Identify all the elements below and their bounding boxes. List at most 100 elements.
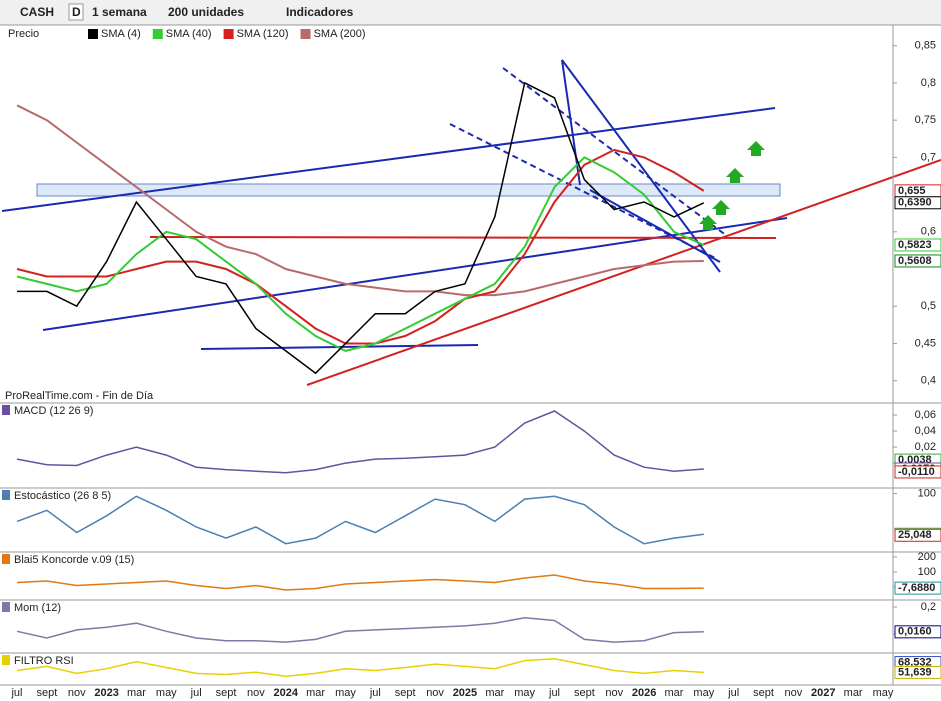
series-line bbox=[16, 156, 705, 352]
series-line bbox=[16, 617, 704, 643]
y-tick-label: 0,8 bbox=[921, 77, 936, 89]
series-line bbox=[16, 658, 704, 678]
y-tick-label: 0,45 bbox=[915, 337, 936, 349]
x-tick-label: may bbox=[873, 687, 894, 699]
x-tick-label: nov bbox=[247, 687, 265, 699]
x-tick-label: 2025 bbox=[453, 687, 477, 699]
series-line bbox=[16, 104, 704, 297]
x-tick-label: sept bbox=[574, 687, 595, 699]
x-tick-label: 2024 bbox=[274, 687, 299, 699]
x-tick-label: mar bbox=[306, 687, 325, 699]
value-label: 68,532 bbox=[898, 656, 932, 668]
value-label-box bbox=[894, 528, 941, 542]
x-tick-label: jul bbox=[369, 687, 381, 699]
source: ProRealTime.com - Fin de Día bbox=[5, 390, 154, 402]
legend-label: SMA (200) bbox=[314, 28, 366, 40]
value-label: 0,5608 bbox=[898, 255, 932, 267]
x-tick-label: nov bbox=[605, 687, 623, 699]
symbol-select[interactable]: CASH bbox=[20, 5, 54, 19]
value-label: 51,639 bbox=[898, 666, 932, 678]
legend-swatch bbox=[300, 29, 311, 39]
x-tick-label: 2026 bbox=[632, 687, 656, 699]
legend-label: SMA (120) bbox=[237, 28, 289, 40]
indicators-button[interactable]: Indicadores bbox=[286, 5, 354, 19]
x-tick-label: sept bbox=[395, 687, 416, 699]
indicator-label: MACD (12 26 9) bbox=[14, 405, 93, 417]
units-select[interactable]: 200 unidades bbox=[168, 5, 244, 19]
x-tick-label: mar bbox=[127, 687, 146, 699]
x-tick-label: mar bbox=[844, 687, 863, 699]
y-tick-label: 0,04 bbox=[915, 425, 936, 437]
x-tick-label: sept bbox=[36, 687, 57, 699]
value-label-box bbox=[894, 665, 941, 679]
value-label: 0,655 bbox=[898, 185, 926, 197]
indicator-label-box bbox=[2, 602, 10, 612]
timeframe-select[interactable]: 1 semana bbox=[92, 5, 147, 19]
value-label: 0,6390 bbox=[898, 197, 932, 209]
y-tick-label: 0,85 bbox=[915, 40, 936, 52]
y-tick-label: 100 bbox=[918, 487, 936, 499]
series-line bbox=[16, 148, 705, 345]
period[interactable]: D bbox=[72, 5, 81, 19]
y-tick-label: 0,75 bbox=[915, 114, 936, 126]
x-tick-label: 2027 bbox=[811, 687, 835, 699]
x-tick-label: nov bbox=[426, 687, 444, 699]
indicator-label: Mom (12) bbox=[14, 602, 61, 614]
x-tick-label: nov bbox=[68, 687, 86, 699]
legend-swatch bbox=[223, 29, 234, 39]
value-label-box bbox=[894, 581, 941, 595]
value-label-box bbox=[894, 254, 941, 268]
y-tick-label: 0,6 bbox=[921, 226, 936, 238]
y-tick-label: 0,2 bbox=[921, 601, 936, 613]
trendlines bbox=[1, 59, 941, 386]
price-legend: Precio bbox=[8, 28, 39, 40]
y-tick-label: 0,4 bbox=[921, 375, 936, 387]
x-tick-label: sept bbox=[216, 687, 237, 699]
value-label-box bbox=[894, 238, 941, 252]
y-tick-label: 200 bbox=[918, 551, 936, 563]
x-tick-label: sept bbox=[753, 687, 774, 699]
y-tick-label: 0,7 bbox=[921, 151, 936, 163]
x-tick-label: jul bbox=[548, 687, 560, 699]
arrows bbox=[699, 141, 765, 230]
indicator-label-box bbox=[2, 655, 10, 665]
x-tick-label: jul bbox=[727, 687, 739, 699]
series-line bbox=[16, 495, 704, 545]
series-line bbox=[16, 410, 704, 474]
indicator-label: Blai5 Koncorde v.09 (15) bbox=[14, 554, 134, 566]
indicator-label-box bbox=[2, 490, 10, 500]
legend-label: SMA (4) bbox=[101, 28, 141, 40]
x-tick-label: may bbox=[156, 687, 177, 699]
indicator-label: Estocástico (26 8 5) bbox=[14, 490, 111, 502]
x-tick-label: may bbox=[514, 687, 535, 699]
indicator-label-box bbox=[2, 554, 10, 564]
toolbar bbox=[0, 0, 941, 25]
x-tick-label: mar bbox=[485, 687, 504, 699]
y-tick-label: 0,06 bbox=[915, 409, 936, 421]
indicator-label-box bbox=[2, 405, 10, 415]
y-tick-label: 100 bbox=[918, 566, 936, 578]
x-tick-label: may bbox=[693, 687, 714, 699]
legend-swatch bbox=[152, 29, 163, 39]
y-tick-label: 0,02 bbox=[915, 441, 936, 453]
value-label: 25,048 bbox=[898, 529, 932, 541]
x-tick-label: mar bbox=[664, 687, 683, 699]
resistance-zone bbox=[36, 183, 781, 197]
x-tick-label: jul bbox=[190, 687, 202, 699]
value-label: -7,6880 bbox=[898, 582, 935, 594]
period-box[interactable] bbox=[68, 3, 84, 21]
y-tick-label: 0,5 bbox=[921, 300, 936, 312]
value-label: 0,0160 bbox=[898, 626, 932, 638]
x-tick-label: jul bbox=[10, 687, 22, 699]
value-label-box bbox=[894, 196, 941, 210]
value-label: -0,0110 bbox=[898, 466, 935, 478]
legend-swatch bbox=[88, 29, 98, 39]
legend-label: SMA (40) bbox=[166, 28, 212, 40]
indicator-label: FILTRO RSI bbox=[14, 655, 74, 667]
series-line bbox=[17, 81, 705, 375]
value-label-box bbox=[894, 625, 941, 639]
x-tick-label: 2023 bbox=[94, 687, 118, 699]
series-line bbox=[16, 574, 704, 591]
x-tick-label: may bbox=[335, 687, 356, 699]
